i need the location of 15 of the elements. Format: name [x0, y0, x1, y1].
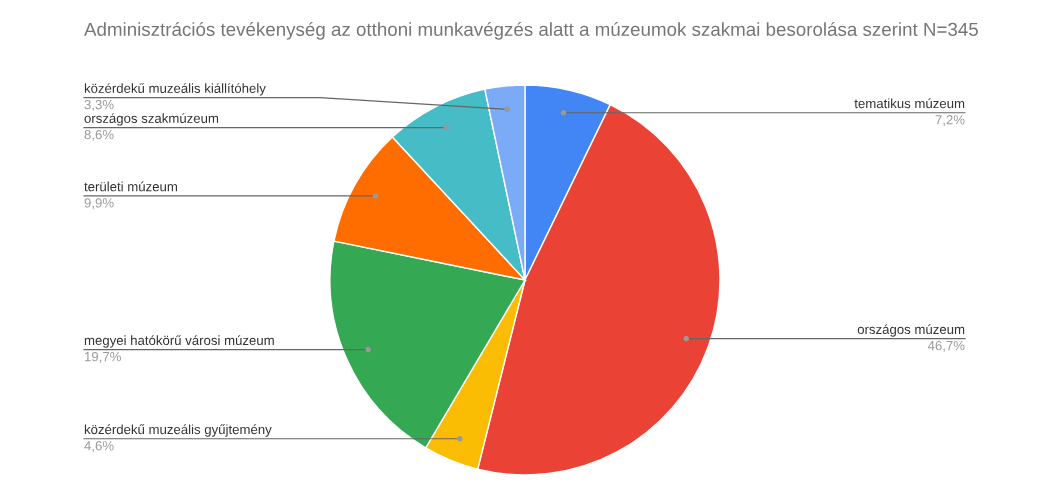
- slice-label: területi múzeum: [84, 181, 177, 192]
- data-label: 46,7%: [927, 340, 965, 352]
- data-label: 9,9%: [84, 198, 114, 210]
- slice-label: megyei hatókörű városi múzeum: [84, 335, 274, 348]
- slice-label: közérdekű muzeális kiállítóhely: [84, 83, 266, 96]
- data-label: 19,7%: [85, 351, 121, 363]
- data-label: 3,3%: [84, 99, 114, 111]
- slice-label: országos szakmúzeum: [84, 113, 219, 126]
- slice-label: közérdekű muzeális gyűjtemény: [84, 424, 272, 437]
- data-label: 4,6%: [84, 441, 114, 452]
- data-label: 7,2%: [935, 115, 965, 127]
- data-label: 8,6%: [84, 129, 114, 141]
- slice-label: országos múzeum: [857, 324, 965, 337]
- slice-label: tematikus múzeum: [854, 98, 965, 109]
- chart-title: Adminisztrációs tevékenység az otthoni munkavégzés alatt a múzeumok szakmai besorolása szerint N=345: [84, 22, 978, 40]
